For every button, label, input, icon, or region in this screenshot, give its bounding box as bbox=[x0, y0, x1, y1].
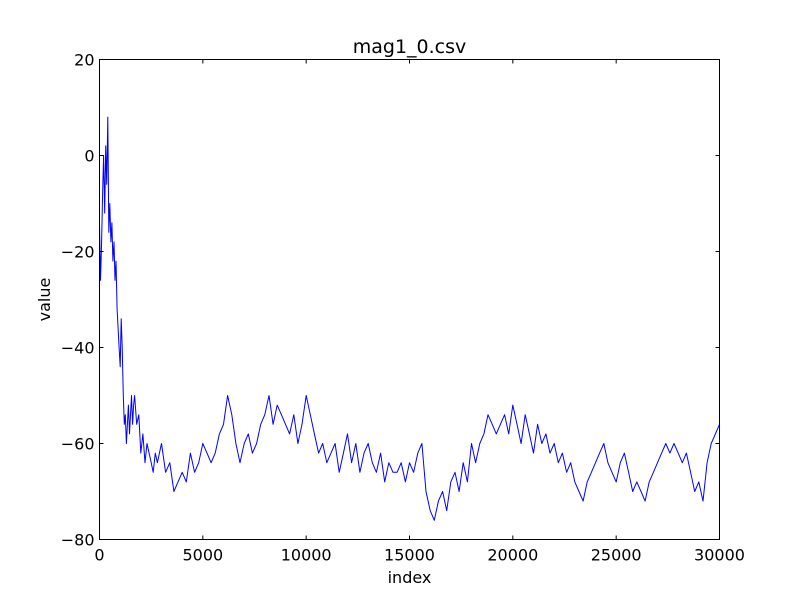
x-tick-label: 10000 bbox=[281, 546, 332, 565]
y-tick-label: −80 bbox=[61, 531, 95, 550]
plot-area bbox=[99, 116, 720, 521]
y-tick-label: 0 bbox=[84, 147, 94, 166]
x-tick-label: 30000 bbox=[694, 546, 745, 565]
x-axis-title: index bbox=[388, 568, 432, 587]
x-tick-label: 0 bbox=[94, 546, 104, 565]
x-tick-label: 25000 bbox=[591, 546, 642, 565]
x-tick-label: 20000 bbox=[487, 546, 538, 565]
axes-frame bbox=[99, 59, 720, 540]
chart-title: mag1_0.csv bbox=[353, 36, 467, 58]
y-tick-label: −40 bbox=[61, 339, 95, 358]
x-tick-label: 15000 bbox=[384, 546, 435, 565]
x-tick-label: 5000 bbox=[182, 546, 223, 565]
series-line-0 bbox=[99, 116, 720, 521]
axis-ticks: 0 5000 10000 15000 20000 25000 30000 20 0 −20 −40 −… bbox=[61, 51, 745, 565]
y-tick-label: −20 bbox=[61, 243, 95, 262]
y-axis-title: value bbox=[35, 278, 54, 322]
y-tick-label: −60 bbox=[61, 435, 95, 454]
y-tick-label: 20 bbox=[74, 51, 94, 70]
